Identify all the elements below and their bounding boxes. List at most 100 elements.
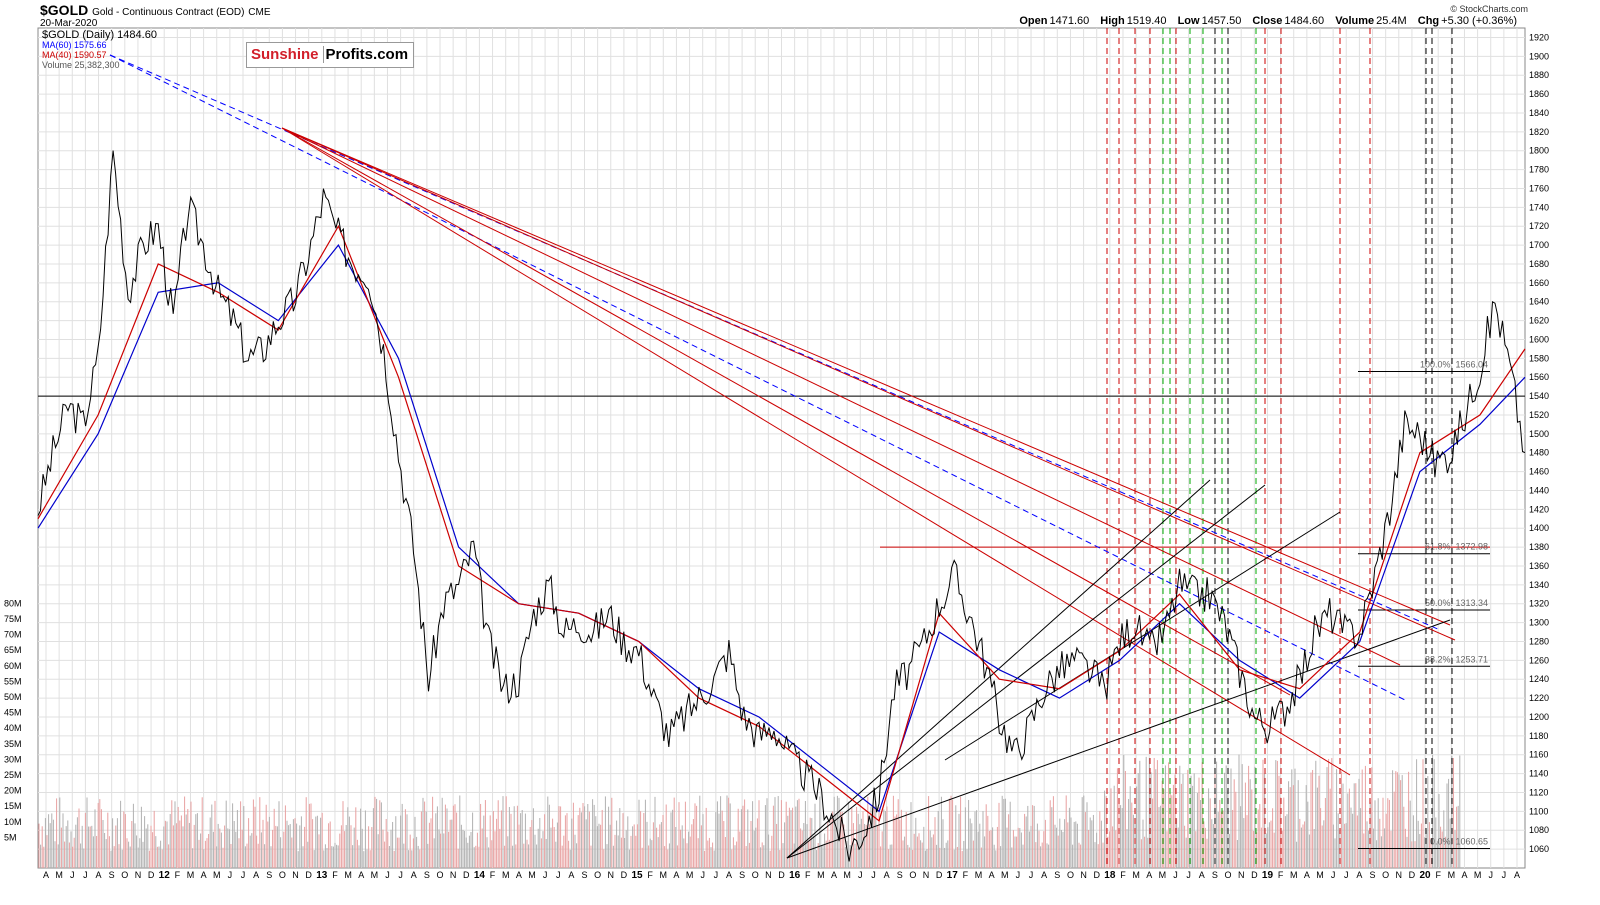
x-tick-label: D: [1409, 870, 1416, 880]
x-tick-label: M: [975, 870, 983, 880]
x-tick-label: N: [1238, 870, 1245, 880]
x-tick-label: O: [752, 870, 759, 880]
x-tick-label: S: [1054, 870, 1060, 880]
volume-tick-label: 10M: [4, 817, 22, 827]
x-tick-label: J: [1016, 870, 1021, 880]
y-tick-label: 1200: [1529, 712, 1549, 722]
y-tick-label: 1100: [1529, 806, 1548, 816]
fib-label: 0.0%: 1060.65: [1430, 837, 1488, 847]
trend-line: [281, 127, 1456, 641]
y-tick-label: 1060: [1529, 844, 1549, 854]
x-tick-label: M: [817, 870, 825, 880]
y-tick-label: 1800: [1529, 146, 1549, 156]
x-tick-label: 18: [1104, 870, 1116, 881]
trend-line: [281, 127, 1401, 666]
close-label: Close: [1252, 15, 1283, 27]
x-tick-label: F: [805, 870, 811, 880]
y-tick-label: 1720: [1529, 221, 1549, 231]
symbol: $GOLD: [40, 2, 89, 18]
x-tick-label: M: [213, 870, 221, 880]
x-tick-label: M: [1132, 870, 1140, 880]
x-tick-label: O: [909, 870, 916, 880]
y-tick-label: 1660: [1529, 278, 1549, 288]
open-label: Open: [1019, 15, 1048, 27]
x-tick-label: O: [1225, 870, 1232, 880]
low-label: Low: [1177, 15, 1200, 27]
x-tick-label: A: [411, 870, 417, 880]
x-tick-label: F: [490, 870, 496, 880]
volume-tick-label: 40M: [4, 723, 22, 733]
fib-label: 100.0%: 1566.04: [1420, 360, 1488, 370]
x-tick-label: M: [1001, 870, 1009, 880]
x-tick-label: M: [502, 870, 510, 880]
x-tick-label: J: [241, 870, 246, 880]
x-tick-label: J: [543, 870, 548, 880]
legend-ma40: MA(40) 1590.57: [42, 50, 107, 60]
x-tick-label: J: [83, 870, 88, 880]
x-tick-label: A: [568, 870, 574, 880]
x-tick-label: 12: [159, 870, 171, 881]
x-tick-label: F: [1278, 870, 1284, 880]
x-tick-label: O: [1382, 870, 1389, 880]
x-tick-label: A: [201, 870, 207, 880]
y-tick-label: 1860: [1529, 89, 1549, 99]
volume-tick-label: 45M: [4, 708, 22, 718]
x-tick-label: M: [1159, 870, 1167, 880]
volume-tick-label: 55M: [4, 676, 22, 686]
x-tick-label: M: [660, 870, 668, 880]
y-tick-label: 1260: [1529, 655, 1549, 665]
y-tick-label: 1620: [1529, 316, 1549, 326]
x-tick-label: 15: [631, 870, 643, 881]
trend-line: [109, 54, 1441, 631]
volume-tick-label: 30M: [4, 754, 22, 764]
legend-ma60: MA(60) 1575.66: [42, 40, 107, 50]
x-tick-label: N: [1080, 870, 1087, 880]
x-tick-label: F: [1120, 870, 1126, 880]
x-tick-label: J: [714, 870, 719, 880]
y-tick-label: 1540: [1529, 391, 1549, 401]
volume-tick-label: 65M: [4, 645, 22, 655]
y-tick-label: 1440: [1529, 485, 1549, 495]
legend: $GOLD (Daily) 1484.60 MA(60) 1575.66 MA(…: [42, 30, 157, 71]
volume-tick-label: 70M: [4, 630, 22, 640]
y-tick-label: 1320: [1529, 599, 1549, 609]
x-tick-label: A: [726, 870, 732, 880]
x-tick-label: N: [923, 870, 930, 880]
x-tick-label: M: [528, 870, 536, 880]
exchange: CME: [248, 7, 271, 18]
x-tick-label: A: [1041, 870, 1047, 880]
x-tick-label: A: [673, 870, 679, 880]
x-tick-label: A: [1146, 870, 1152, 880]
y-tick-label: 1580: [1529, 353, 1549, 363]
volume-tick-label: 20M: [4, 786, 22, 796]
trend-line: [944, 511, 1341, 761]
x-tick-label: M: [843, 870, 851, 880]
y-tick-label: 1120: [1529, 787, 1548, 797]
y-tick-label: 1180: [1529, 731, 1548, 741]
chg-value: +5.30 (+0.36%): [1441, 15, 1517, 27]
y-tick-label: 1340: [1529, 580, 1549, 590]
y-tick-label: 1880: [1529, 70, 1549, 80]
y-tick-label: 1600: [1529, 334, 1549, 344]
y-tick-label: 1700: [1529, 240, 1549, 250]
volume-tick-label: 25M: [4, 770, 22, 780]
close-value: 1484.60: [1284, 15, 1325, 27]
x-tick-label: A: [989, 870, 995, 880]
x-tick-label: F: [332, 870, 338, 880]
fib-label: 38.2%: 1253.71: [1425, 654, 1488, 664]
x-tick-label: 16: [789, 870, 801, 881]
volume-tick-label: 50M: [4, 692, 22, 702]
open-value: 1471.60: [1049, 15, 1090, 27]
x-tick-label: J: [1488, 870, 1493, 880]
ma60-line: [37, 244, 1526, 813]
x-tick-label: F: [1435, 870, 1441, 880]
x-tick-label: N: [135, 870, 142, 880]
x-tick-label: O: [594, 870, 601, 880]
logo-part2: Profits.com: [322, 46, 411, 63]
high-label: High: [1100, 15, 1125, 27]
x-tick-label: J: [871, 870, 876, 880]
x-tick-label: J: [70, 870, 75, 880]
x-tick-label: S: [897, 870, 903, 880]
chg-label: Chg: [1417, 15, 1440, 27]
